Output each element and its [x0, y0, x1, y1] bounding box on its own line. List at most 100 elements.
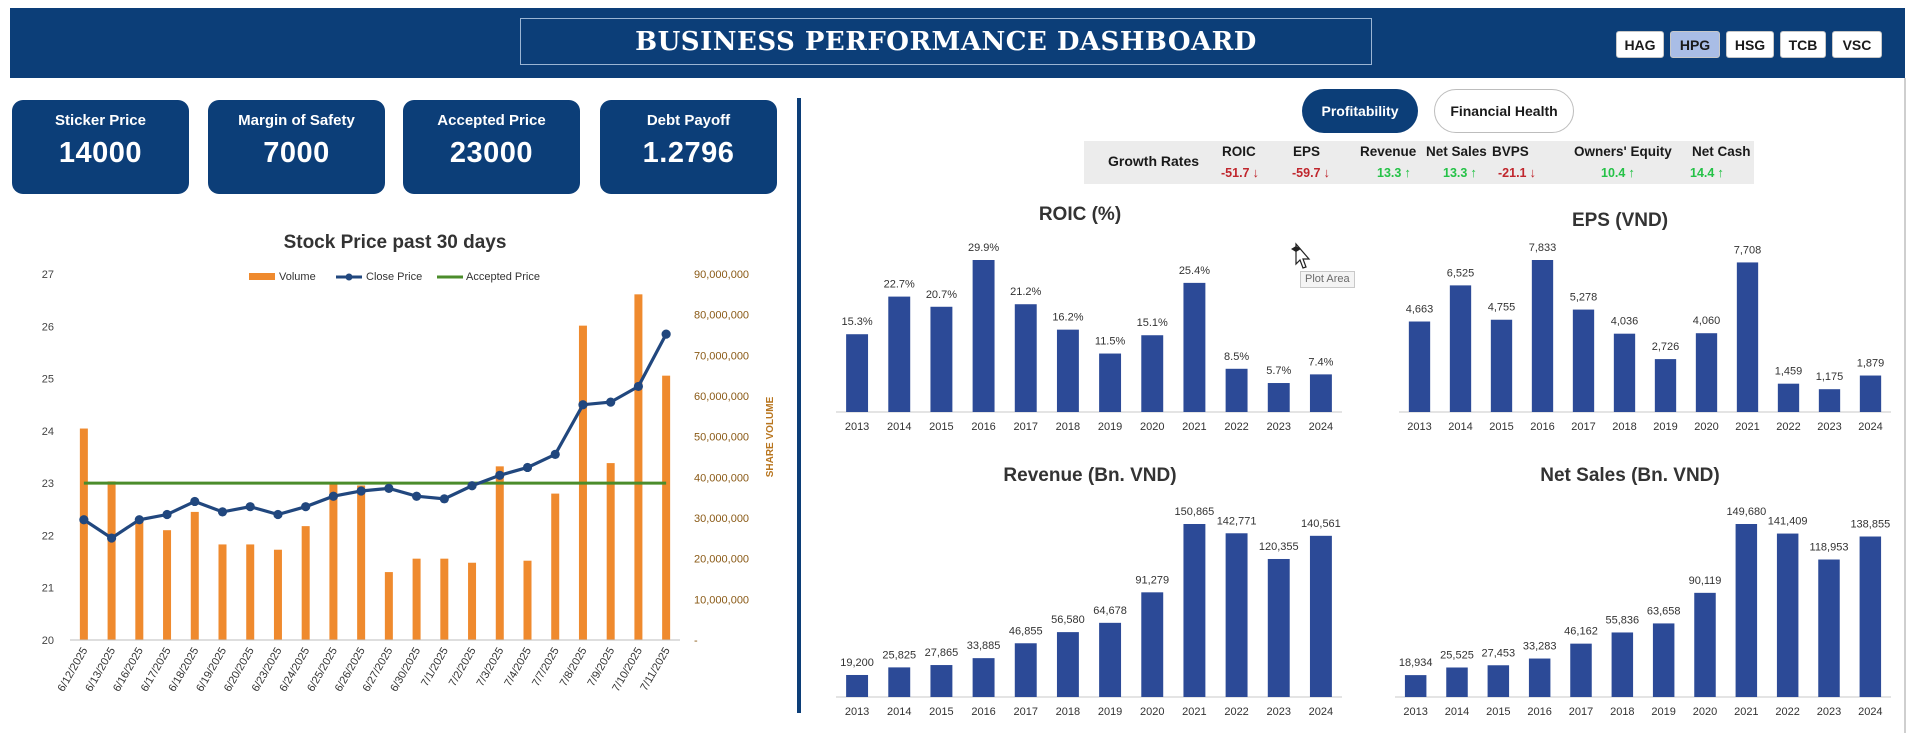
growth-value: 13.3 ↑ [1377, 165, 1411, 180]
close-price-point [217, 507, 228, 517]
roic-bar [1099, 353, 1122, 412]
revenue-x-tick: 2020 [1140, 706, 1164, 718]
volume-bar [107, 481, 116, 640]
kpi-value: 1.2796 [642, 137, 735, 169]
volume-bar [551, 493, 560, 640]
volume-bar [412, 558, 421, 640]
y-left-tick: 26 [42, 321, 54, 333]
revenue-bar [1099, 622, 1122, 697]
net-sales-bar [1652, 623, 1675, 697]
roic-data-label: 21.2% [1010, 286, 1041, 298]
net-sales-bar [1776, 533, 1799, 697]
profitability-toggle[interactable]: Profitability [1302, 89, 1418, 133]
kpi-value: 14000 [58, 137, 143, 169]
eps-x-tick: 2017 [1571, 421, 1595, 433]
ticker-button-vsc[interactable]: VSC [1832, 31, 1882, 58]
y-left-tick: 21 [42, 583, 54, 595]
net-sales-data-label: 55,836 [1606, 614, 1640, 626]
roic-x-tick: 2017 [1014, 421, 1038, 433]
revenue-bar [972, 658, 995, 697]
kpi-label: Sticker Price [55, 112, 146, 129]
revenue-chart-title: Revenue (Bn. VND) [1003, 465, 1177, 486]
close-price-point [467, 481, 477, 491]
growth-value: -51.7 ↓ [1221, 165, 1259, 180]
revenue-data-label: 46,855 [1009, 625, 1043, 637]
move-cursor-icon [1291, 242, 1311, 269]
close-price-point [550, 449, 560, 459]
revenue-x-tick: 2015 [929, 706, 953, 718]
revenue-data-label: 25,825 [882, 649, 916, 661]
volume-bar [357, 485, 366, 640]
close-price-point [661, 329, 671, 339]
revenue-x-tick: 2017 [1014, 706, 1038, 718]
growth-col-roic: ROIC [1222, 144, 1256, 159]
y-right-tick: 80,000,000 [694, 310, 749, 322]
close-price-point [245, 502, 255, 512]
net-sales-bar [1404, 675, 1427, 697]
kpi-value: 7000 [263, 137, 330, 169]
eps-data-label: 4,036 [1611, 316, 1639, 328]
close-price-point [301, 502, 311, 512]
volume-bar [135, 522, 144, 640]
net-sales-data-label: 90,119 [1689, 575, 1722, 587]
close-price-point [134, 515, 144, 525]
ticker-button-hag[interactable]: HAG [1616, 31, 1664, 58]
volume-bar [495, 466, 504, 640]
roic-x-tick: 2016 [971, 421, 995, 433]
net-sales-bar [1694, 592, 1716, 697]
close-price-point [328, 491, 339, 501]
growth-value: 14.4 ↑ [1690, 165, 1724, 180]
roic-x-tick: 2022 [1224, 421, 1248, 433]
eps-x-tick: 2021 [1735, 421, 1759, 433]
y-right-tick: 30,000,000 [694, 513, 749, 525]
revenue-bar [1056, 632, 1079, 697]
roic-data-label: 7.4% [1308, 356, 1333, 368]
net-sales-bar [1611, 632, 1634, 697]
revenue-data-label: 120,355 [1259, 541, 1299, 553]
financial-health-toggle[interactable]: Financial Health [1434, 89, 1574, 133]
ticker-button-hpg[interactable]: HPG [1670, 31, 1720, 58]
net-sales-bar [1487, 665, 1510, 697]
eps-x-tick: 2014 [1448, 421, 1472, 433]
revenue-x-tick: 2018 [1056, 706, 1080, 718]
arrow-up-icon: ↑ [1404, 165, 1411, 180]
volume-bar [440, 558, 449, 640]
net-sales-data-label: 18,934 [1399, 657, 1433, 669]
net-sales-x-tick: 2019 [1651, 706, 1675, 718]
net-sales-x-tick: 2016 [1527, 706, 1551, 718]
eps-x-tick: 2024 [1858, 421, 1882, 433]
eps-bar [1490, 319, 1513, 412]
stock-price-chart[interactable]: 20 21 22 23 24 25 26 27 - 10,000,000 20,000,000 30,… [0, 0, 800, 733]
eps-x-tick: 2019 [1653, 421, 1677, 433]
ticker-button-tcb[interactable]: TCB [1780, 31, 1826, 58]
kpi-margin-of-safety: Margin of Safety 7000 [208, 100, 385, 194]
y-right-tick: 60,000,000 [694, 391, 749, 403]
growth-value: 13.3 ↑ [1443, 165, 1477, 180]
ticker-button-hsg[interactable]: HSG [1726, 31, 1774, 58]
eps-bar [1654, 359, 1677, 412]
legend-label-close: Close Price [366, 271, 422, 283]
revenue-x-tick: 2023 [1267, 706, 1291, 718]
y-right-tick: 90,000,000 [694, 269, 749, 281]
volume-bar [468, 562, 477, 640]
net-sales-x-tick: 2013 [1403, 706, 1427, 718]
y-right-axis-label: SHARE VOLUME [765, 396, 776, 477]
arrow-down-icon: ↓ [1323, 165, 1331, 180]
y-left-tick: 25 [42, 374, 54, 386]
panel-border [1904, 78, 1906, 733]
eps-data-label: 5,278 [1570, 292, 1598, 304]
net-sales-bar [1446, 667, 1468, 697]
close-price-point [495, 470, 505, 480]
eps-bar [1449, 285, 1472, 412]
close-price-point [384, 483, 394, 493]
close-price-point [273, 509, 283, 520]
roic-bar [1225, 368, 1248, 412]
revenue-data-label: 91,279 [1135, 574, 1169, 586]
eps-bar [1613, 333, 1636, 412]
eps-data-label: 1,175 [1816, 371, 1844, 383]
close-price-point [79, 515, 89, 525]
roic-data-label: 11.5% [1095, 336, 1126, 348]
close-price-point [522, 462, 533, 473]
revenue-bar [1183, 524, 1206, 697]
